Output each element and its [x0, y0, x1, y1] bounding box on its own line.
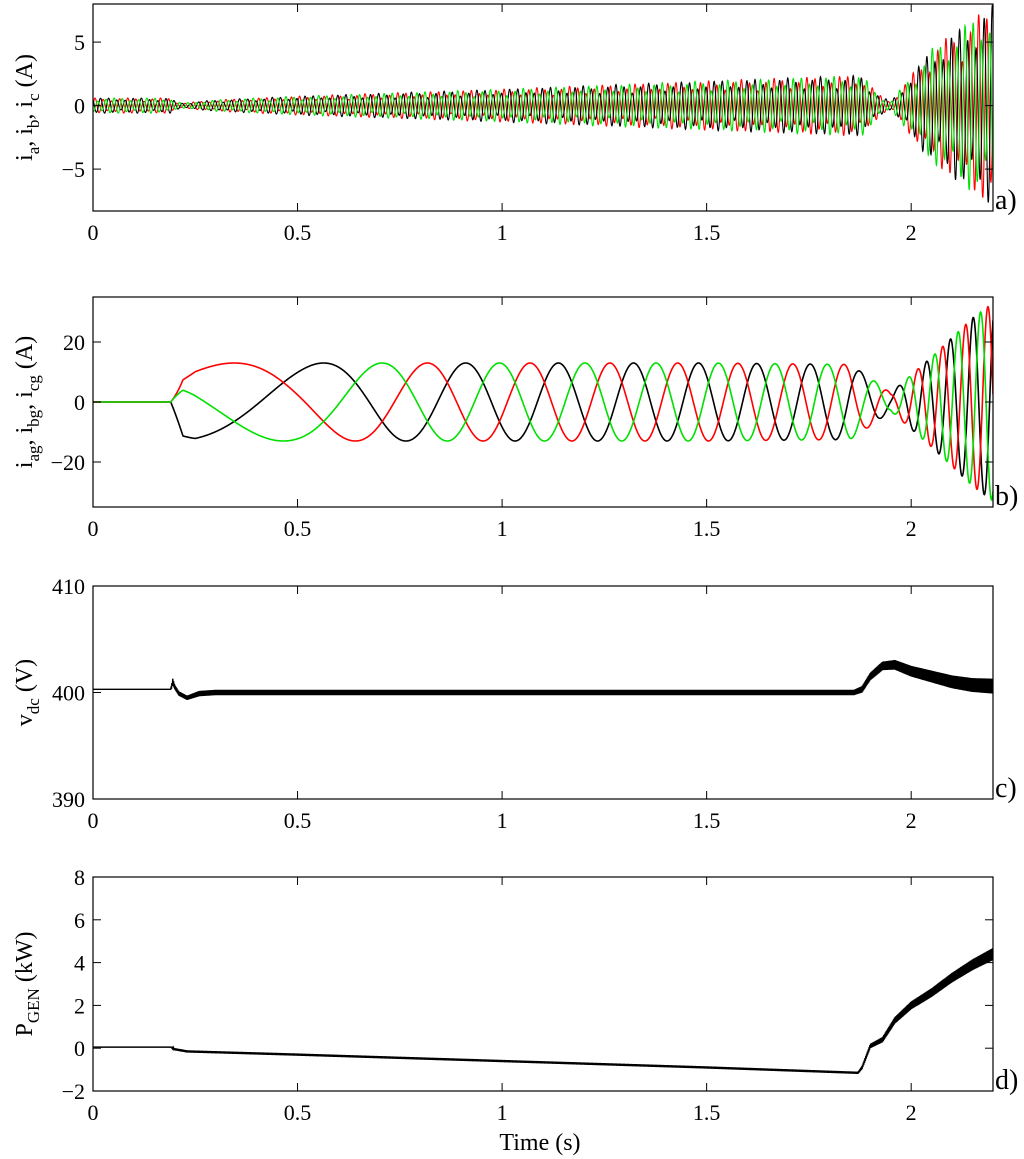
x-tick-label: 1.5 — [693, 516, 721, 541]
x-tick-label: 1.5 — [693, 220, 721, 245]
y-tick-label: −20 — [51, 450, 85, 475]
x-tick-label: 0.5 — [284, 516, 312, 541]
x-tick-label: 1 — [497, 516, 508, 541]
y-tick-label: 8 — [74, 865, 85, 890]
y-tick-label: 0 — [74, 390, 85, 415]
series-line — [93, 660, 993, 701]
x-tick-label: 0.5 — [284, 808, 312, 833]
x-tick-label: 2 — [906, 808, 917, 833]
chart-panel-2: 0 0.5 1 1.5 2 −20 0 20 iag, ibg, icg (A) b) — [12, 296, 1018, 541]
x-tick-label: 0.5 — [284, 220, 312, 245]
series-line — [93, 22, 993, 191]
x-tick-label: 1.5 — [693, 1100, 721, 1125]
y-axis-label: ia, ib, ic (A) — [12, 54, 43, 161]
x-tick-label: 2 — [906, 1100, 917, 1125]
y-axis-label: PGEN (kW) — [12, 932, 43, 1037]
series-line — [93, 316, 993, 496]
y-tick-label: 20 — [63, 330, 85, 355]
y-tick-label: 0 — [74, 94, 85, 119]
chart-panel-1: 0 0.5 1 1.5 2 −5 0 5 ia, ib, ic (A) a) — [12, 3, 1017, 245]
x-tick-label: 1 — [497, 220, 508, 245]
x-tick-label: 1.5 — [693, 808, 721, 833]
axes-frame — [92, 876, 994, 1092]
series-line — [93, 14, 993, 198]
y-tick-label: 0 — [74, 1036, 85, 1061]
x-tick-label: 0 — [88, 808, 99, 833]
x-tick-label: 0.5 — [284, 1100, 312, 1125]
panel-tag: b) — [995, 481, 1018, 512]
chart-panel-3: 0 0.5 1 1.5 2 390 400 410 vdc (V) c) — [12, 574, 1017, 833]
y-tick-label: 2 — [74, 993, 85, 1018]
y-tick-label: 410 — [52, 574, 85, 599]
y-tick-label: 400 — [52, 681, 85, 706]
axes-frame — [92, 296, 994, 508]
panel-tag: d) — [995, 1065, 1018, 1096]
y-tick-label: 4 — [74, 951, 85, 976]
series-line — [93, 948, 993, 1075]
panel-tag: c) — [995, 773, 1017, 804]
axes-frame — [92, 3, 994, 212]
panel-tag: a) — [995, 185, 1017, 216]
y-tick-label: −5 — [62, 157, 85, 182]
x-tick-label: 0 — [88, 220, 99, 245]
series-line — [93, 4, 993, 203]
x-tick-label: 0 — [88, 1100, 99, 1125]
y-tick-label: −2 — [62, 1079, 85, 1104]
y-axis-label: iag, ibg, icg (A) — [12, 336, 43, 468]
x-tick-label: 0 — [88, 516, 99, 541]
x-tick-label: 1 — [497, 1100, 508, 1125]
plot-area — [93, 948, 993, 1075]
x-tick-label: 1 — [497, 808, 508, 833]
y-tick-label: 390 — [52, 787, 85, 812]
x-tick-label: 2 — [906, 516, 917, 541]
plot-area — [93, 660, 993, 701]
plot-area — [93, 305, 993, 502]
y-axis-label: vdc (V) — [12, 659, 43, 726]
y-tick-label: 5 — [74, 30, 85, 55]
series-line — [93, 305, 993, 491]
x-tick-label: 2 — [906, 220, 917, 245]
x-axis-label: Time (s) — [499, 1130, 580, 1156]
plot-area — [93, 4, 993, 203]
y-tick-label: 6 — [74, 908, 85, 933]
series-line — [93, 310, 993, 502]
